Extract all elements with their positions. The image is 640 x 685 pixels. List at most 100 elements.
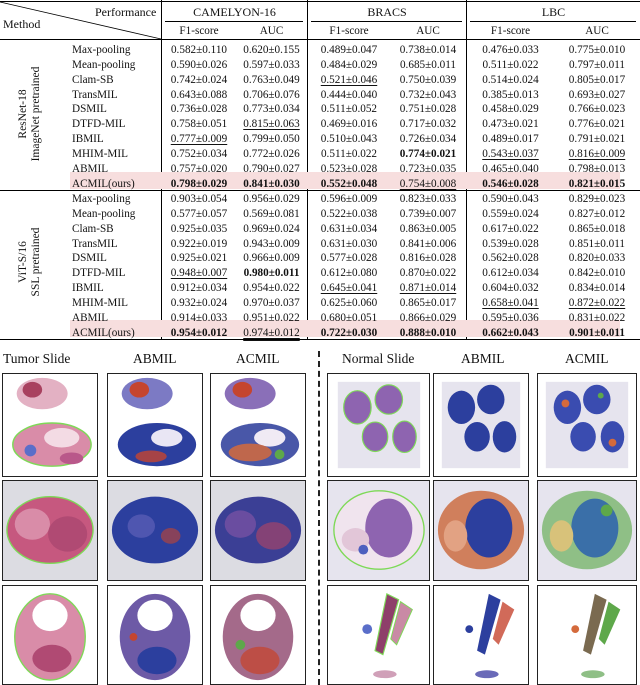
table-cell: 0.820±0.033: [568, 252, 626, 265]
table-cell: 0.552±0.048: [320, 177, 378, 190]
column-title-acmil-right: ACMIL: [565, 351, 609, 366]
group-label-vit: ViT-S/16 SSL pretrained: [17, 187, 45, 337]
table-cell: 0.569±0.081: [243, 207, 300, 220]
group-label-line: ViT-S/16: [17, 241, 29, 283]
column-title-abmil-left: ABMIL: [133, 351, 177, 366]
table-cell: 0.612±0.034: [482, 267, 539, 280]
table-cell: 0.912±0.034: [170, 282, 228, 295]
method-name: MHIM-MIL: [72, 147, 128, 160]
acmil-heatmap-normal-3: [537, 585, 637, 685]
table-cell: 0.863±0.005: [399, 222, 457, 235]
ours-highlight-band: [70, 320, 620, 337]
table-cell: 0.816±0.009: [568, 147, 626, 160]
method-name: Mean-pooling: [72, 58, 136, 71]
table-cell: 0.815±0.063: [243, 118, 300, 131]
table-cell: 0.914±0.033: [170, 311, 228, 324]
method-name: DTFD-MIL: [72, 118, 126, 131]
table-cell: 0.511±0.022: [320, 147, 378, 160]
table-cell: 0.872±0.022: [568, 296, 626, 309]
table-cell: 0.757±0.020: [170, 162, 228, 175]
slide-thumbnail-normal-2: [327, 480, 430, 581]
group-label-resnet: ResNet-18 ImageNet pretrained: [17, 39, 45, 189]
table-cell: 0.595±0.036: [482, 311, 539, 324]
table-cell: 0.469±0.016: [320, 118, 378, 131]
method-name: ACMIL(ours): [72, 326, 135, 339]
table-cell: 0.546±0.028: [482, 177, 539, 190]
table-cell: 0.871±0.014: [399, 282, 457, 295]
table-cell: 0.562±0.028: [482, 252, 539, 265]
method-name: IBMIL: [72, 282, 104, 295]
table-cell: 0.658±0.041: [482, 296, 539, 309]
table-cell: 0.865±0.017: [399, 296, 457, 309]
table-cell: 0.834±0.014: [568, 282, 626, 295]
method-name: TransMIL: [72, 88, 118, 101]
table-cell: 0.717±0.032: [399, 118, 457, 131]
metric-header: AUC: [585, 25, 609, 37]
table-cell: 0.523±0.028: [320, 162, 378, 175]
table-cell: 0.522±0.038: [320, 207, 378, 220]
table-cell: 0.484±0.029: [320, 58, 378, 71]
table-cell: 0.620±0.155: [243, 44, 300, 56]
table-cell: 0.922±0.019: [170, 237, 228, 250]
dataset-header-lbc: LBC: [541, 5, 566, 19]
method-name: ACMIL(ours): [72, 177, 135, 190]
method-name: DTFD-MIL: [72, 267, 126, 280]
table-cell: 0.870±0.022: [399, 267, 457, 280]
table-cell: 0.841±0.030: [243, 177, 300, 190]
table-cell: 0.511±0.022: [482, 58, 539, 71]
table-cell: 0.604±0.032: [482, 282, 539, 295]
abmil-heatmap-tumor-3: [107, 585, 203, 685]
bracs-header-line: [311, 21, 462, 22]
corner-performance-label: Performance: [95, 5, 157, 19]
column-title-tumor-slide: Tumor Slide: [3, 351, 71, 366]
camelyon-col-divider: [307, 0, 308, 340]
dataset-header-camelyon: CAMELYON-16: [193, 5, 276, 19]
table-cell: 0.751±0.028: [399, 103, 457, 116]
table-cell: 0.798±0.029: [170, 177, 228, 190]
table-cell: 0.597±0.033: [243, 58, 300, 71]
table-cell: 0.693±0.027: [568, 88, 626, 101]
table-cell: 0.577±0.028: [320, 252, 378, 265]
table-cell: 0.559±0.024: [482, 207, 539, 220]
ours-highlight-band: [70, 172, 620, 189]
camelyon-header-line: [165, 21, 303, 22]
column-title-acmil-left: ACMIL: [236, 351, 280, 366]
table-cell: 0.790±0.027: [243, 162, 300, 175]
table-cell: 0.974±0.012: [243, 326, 300, 339]
table-cell: 0.473±0.021: [482, 118, 539, 131]
dataset-header-bracs: BRACS: [367, 5, 407, 19]
method-name: Mean-pooling: [72, 207, 136, 220]
table-cell: 0.866±0.029: [399, 311, 457, 324]
table-cell: 0.742±0.024: [170, 73, 228, 86]
abmil-heatmap-tumor-1: [107, 373, 203, 477]
group-rule: [0, 190, 640, 191]
acmil-heatmap-normal-1: [537, 373, 637, 477]
table-cell: 0.680±0.051: [320, 311, 378, 324]
table-cell: 0.458±0.029: [482, 103, 539, 116]
table-cell: 0.385±0.013: [482, 88, 539, 101]
metric-header: AUC: [259, 25, 284, 37]
corner-diagonal: [0, 1, 162, 40]
table-cell: 0.943±0.009: [243, 237, 300, 250]
abmil-heatmap-normal-2: [433, 480, 529, 581]
table-cell: 0.577±0.057: [170, 207, 228, 220]
slide-thumbnail-tumor-3: [2, 585, 98, 685]
method-name: ABMIL: [72, 311, 109, 324]
table-cell: 0.752±0.034: [170, 147, 228, 160]
table-cell: 0.465±0.040: [482, 162, 539, 175]
table-cell: 0.865±0.018: [568, 222, 626, 235]
metric-header: AUC: [416, 25, 440, 37]
table-cell: 0.777±0.009: [170, 133, 228, 146]
slide-thumbnail-tumor-2: [2, 480, 98, 581]
metric-header: F1-score: [490, 25, 531, 37]
acmil-heatmap-normal-2: [537, 480, 637, 581]
table-cell: 0.901±0.011: [569, 326, 625, 339]
table-cell: 0.842±0.010: [568, 267, 626, 280]
table-cell: 0.829±0.023: [568, 193, 626, 205]
method-col-divider: [161, 0, 162, 340]
table-cell: 0.631±0.034: [320, 222, 378, 235]
bottom-rule: [0, 339, 640, 341]
table-cell: 0.617±0.022: [482, 222, 539, 235]
method-name: DSMIL: [72, 103, 107, 116]
table-cell: 0.514±0.024: [482, 73, 539, 86]
